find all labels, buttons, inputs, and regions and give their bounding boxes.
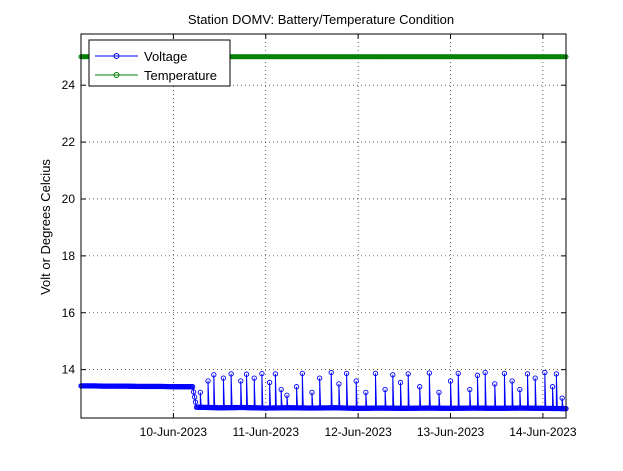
y-tick-label: 18 [62,249,76,263]
voltage-point [455,370,461,376]
voltage-point [211,372,217,378]
voltage-point [549,384,556,390]
voltage-point [542,369,548,376]
voltage-point [353,378,359,384]
voltage-point [405,371,411,377]
voltage-point [343,370,350,376]
plot-frame [80,33,567,419]
voltage-point [197,389,203,396]
y-tick-label: 22 [62,135,76,149]
voltage-point [492,381,498,387]
legend-marker [113,53,120,59]
legend-box [88,39,231,87]
voltage-point [317,375,323,381]
voltage-point [426,370,433,376]
voltage-point [259,370,265,377]
voltage-point [397,379,404,386]
voltage-point [284,392,290,398]
voltage-point [417,384,423,390]
voltage-point [299,370,305,376]
voltage-point [482,369,488,376]
legend: Voltage Temperature [88,39,231,87]
voltage-point [191,394,198,400]
y-tick-label: 20 [62,192,76,206]
voltage-point [243,371,250,377]
voltage-point [553,371,560,377]
series-voltage [78,369,569,412]
voltage-point [372,370,379,376]
voltage-point [228,371,234,377]
voltage-point [272,371,279,377]
voltage-point [192,399,199,405]
voltage-point [293,384,300,390]
voltage-point [447,378,454,384]
plot-background [81,34,566,418]
voltage-point [189,384,196,390]
y-tick-label: 14 [62,363,76,377]
y-tick-label: 16 [62,306,76,320]
y-tick-label: 24 [62,78,76,92]
voltage-point [382,386,388,393]
plot-area: 14 16 18 20 22 24 10-Jun-2023 11-Jun-2023 12-Jun… [62,33,577,439]
voltage-point [509,378,515,384]
x-tick-label: 13-Jun-2023 [417,425,485,439]
voltage-point [390,372,396,378]
voltage-point [278,386,284,393]
legend-label: Temperature [144,68,217,83]
x-tick-label: 11-Jun-2023 [233,425,300,439]
voltage-point [336,381,342,387]
voltage-point [559,395,565,401]
legend-marker [113,72,120,78]
chart-title: Station DOMV: Battery/Temperature Condit… [188,12,454,27]
voltage-point [238,378,244,384]
voltage-point [363,389,369,396]
voltage-point [517,386,523,393]
y-axis-label: Volt or Degrees Celcius [38,159,53,295]
voltage-point [220,375,227,381]
voltage-point [532,375,538,381]
voltage-point [501,370,508,376]
voltage-point [467,386,473,393]
x-tick-label: 12-Jun-2023 [324,425,392,439]
x-tick-label: 14-Jun-2023 [509,425,577,439]
voltage-point [328,369,334,376]
x-tick-label: 10-Jun-2023 [140,425,208,439]
voltage-point [190,389,197,395]
voltage-point [524,371,531,377]
voltage-point [266,379,273,386]
voltage-point [251,375,257,381]
voltage-point [309,389,315,396]
legend-label: Voltage [144,49,187,64]
voltage-point [436,389,442,396]
voltage-point [474,372,481,378]
voltage-point [205,378,211,384]
